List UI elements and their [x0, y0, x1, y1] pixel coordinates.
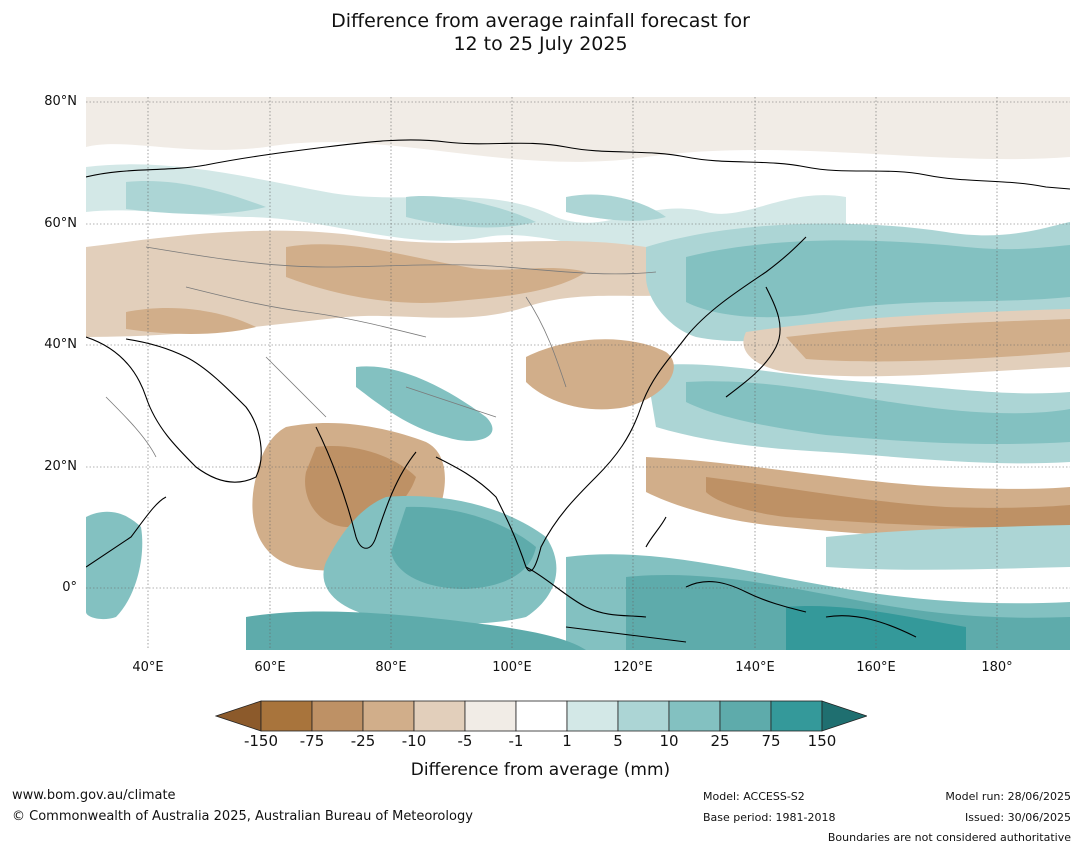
issued-text: Issued: 30/06/2025: [964, 811, 1071, 824]
colorbar-title: Difference from average (mm): [410, 760, 671, 780]
lat-label-40n: 40°N: [44, 337, 77, 352]
colorbar-swatch: [566, 700, 619, 732]
colorbar-swatch: [617, 700, 670, 732]
colorbar: [215, 700, 867, 732]
lon-label-120e: 120°E: [613, 660, 653, 675]
title-line-1: Difference from average rainfall forecas…: [331, 10, 750, 32]
colorbar-tick: -25: [350, 732, 376, 750]
lon-label-40e: 40°E: [132, 660, 164, 675]
colorbar-tick: -75: [299, 732, 325, 750]
colorbar-tick: -1: [508, 732, 524, 750]
anomaly-fields: [86, 97, 1070, 650]
lon-label-140e: 140°E: [735, 660, 775, 675]
disclaimer-text: Boundaries are not considered authoritat…: [827, 831, 1071, 844]
colorbar-tick: -150: [243, 732, 279, 750]
colorbar-tick: 150: [807, 732, 837, 750]
coastlines: [86, 139, 1070, 643]
base-period-text: Base period: 1981-2018: [703, 811, 836, 824]
colorbar-tick: 5: [613, 732, 623, 750]
colorbar-extend-high: [821, 700, 867, 732]
colorbar-tick: 1: [562, 732, 572, 750]
copyright-text: © Commonwealth of Australia 2025, Austra…: [12, 809, 473, 824]
country-borders: [105, 246, 657, 458]
colorbar-tick: 75: [761, 732, 781, 750]
colorbar-tick: 10: [659, 732, 679, 750]
lon-label-160e: 160°E: [856, 660, 896, 675]
colorbar-boxes: [215, 700, 867, 732]
lon-label-80e: 80°E: [375, 660, 407, 675]
lon-label-60e: 60°E: [254, 660, 286, 675]
colorbar-swatch: [413, 700, 466, 732]
colorbar-swatch: [362, 700, 415, 732]
colorbar-swatch: [719, 700, 772, 732]
chart-title: Difference from average rainfall forecas…: [0, 10, 1081, 56]
colorbar-tick: -5: [457, 732, 473, 750]
lat-label-60n: 60°N: [44, 216, 77, 231]
colorbar-swatch: [515, 700, 568, 732]
colorbar-swatch: [770, 700, 823, 732]
title-line-2: 12 to 25 July 2025: [453, 33, 628, 55]
colorbar-swatch: [464, 700, 517, 732]
colorbar-swatch: [260, 700, 313, 732]
colorbar-swatch: [311, 700, 364, 732]
map-svg: [86, 97, 1070, 650]
model-run-text: Model run: 28/06/2025: [945, 790, 1071, 803]
lon-label-100e: 100°E: [492, 660, 532, 675]
colorbar-tick: 25: [710, 732, 730, 750]
colorbar-extend-low: [215, 700, 262, 732]
colorbar-tick: -10: [401, 732, 427, 750]
model-text: Model: ACCESS-S2: [703, 790, 805, 803]
lat-label-80n: 80°N: [44, 94, 77, 109]
lat-label-0: 0°: [62, 580, 77, 595]
website-link[interactable]: www.bom.gov.au/climate: [12, 788, 176, 803]
lat-label-20n: 20°N: [44, 459, 77, 474]
rainfall-anomaly-map: [86, 97, 1070, 650]
lon-label-180: 180°: [981, 660, 1013, 675]
colorbar-swatch: [668, 700, 721, 732]
